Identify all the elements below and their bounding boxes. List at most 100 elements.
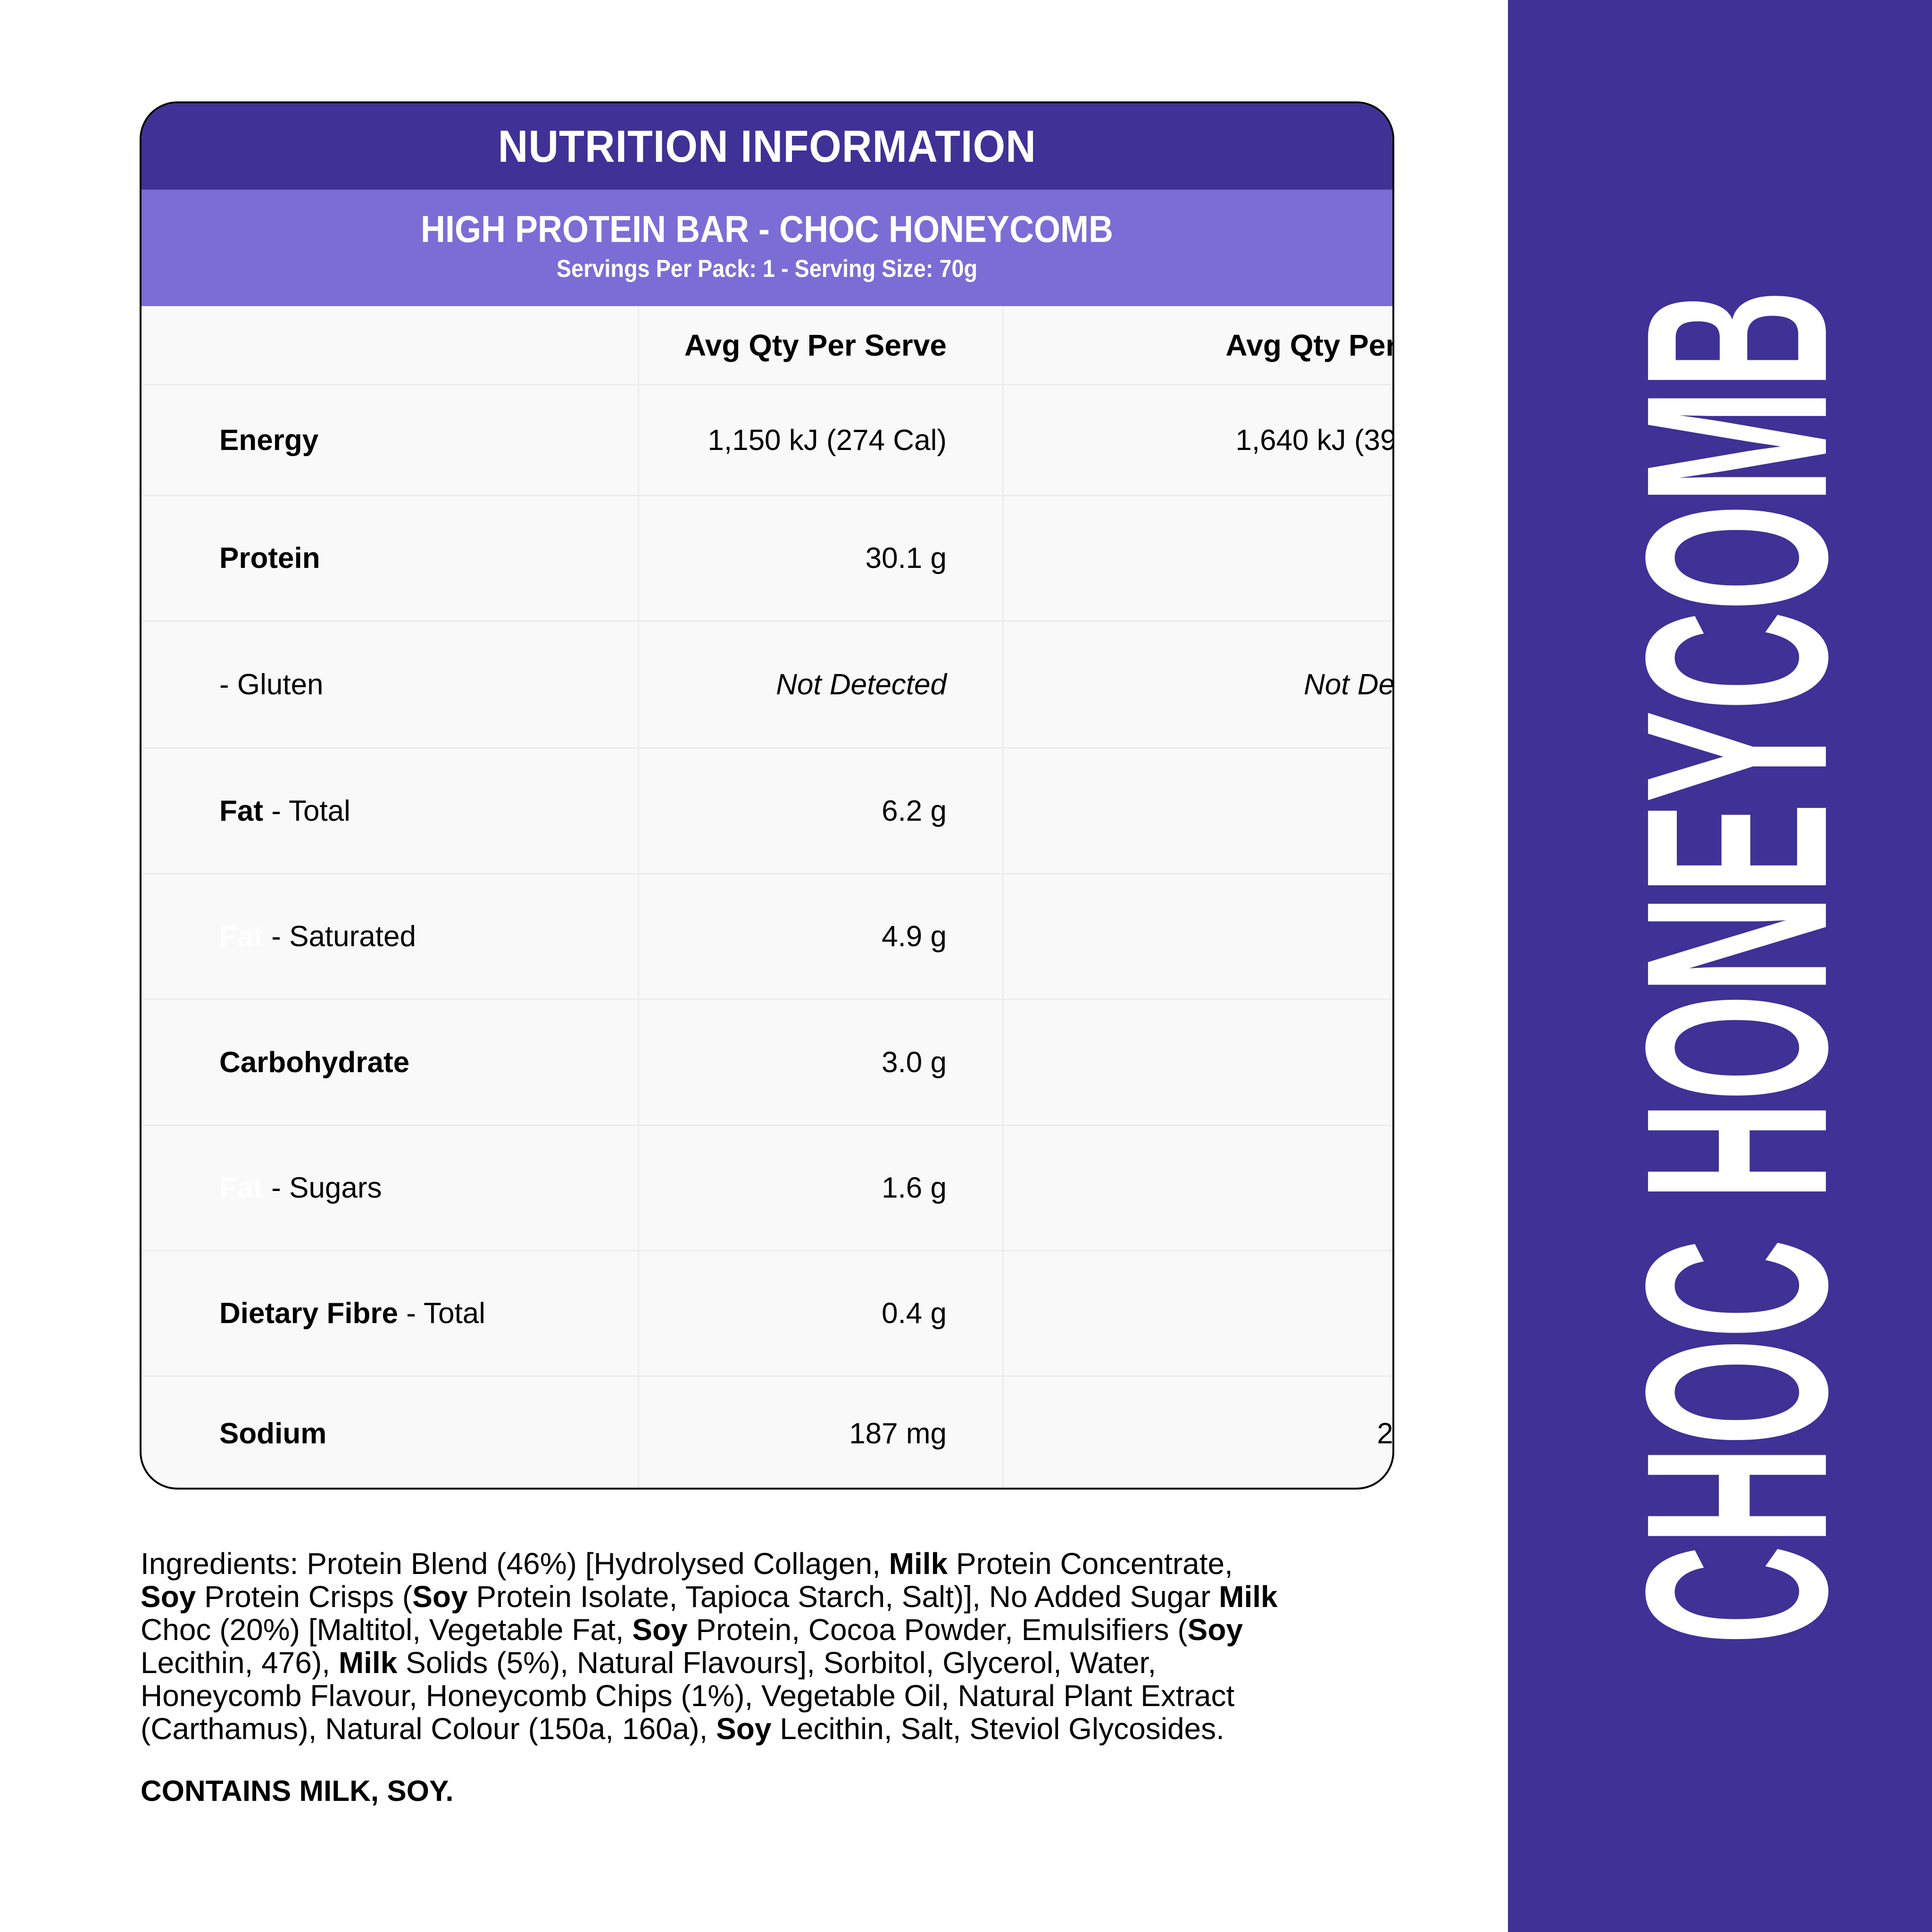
nutrient-name-suffix: - Gluten <box>219 668 324 701</box>
value-per-serve: 30.1 g <box>638 496 947 620</box>
value-per-100g-text: 1,640 kJ (391 Cal) <box>1235 424 1392 457</box>
value-per-serve-text: 4.9 g <box>882 920 947 953</box>
ingredients-line: Honeycomb Flavour, Honeycomb Chips (1%),… <box>141 1679 1508 1712</box>
ingredients-text: Protein Isolate, Tapioca Starch, Salt)],… <box>467 1580 1219 1614</box>
allergen-highlight: Soy <box>412 1580 468 1614</box>
value-per-serve: 3.0 g <box>638 1000 947 1124</box>
value-per-serve: 1.6 g <box>638 1126 947 1250</box>
nutrient-name-bold: Sodium <box>219 1417 327 1450</box>
allergen-statement: CONTAINS MILK, SOY. <box>141 1775 454 1807</box>
serving-info: Servings Per Pack: 1 - Serving Size: 70g <box>556 255 978 283</box>
ingredients-line: Lecithin, 476), Milk Solids (5%), Natura… <box>141 1646 1508 1679</box>
ingredients-list: Ingredients: Protein Blend (46%) [Hydrol… <box>141 1547 1508 1745</box>
allergen-highlight: Milk <box>889 1547 948 1581</box>
panel-header: NUTRITION INFORMATION <box>142 103 1392 190</box>
value-per-100g: 1,640 kJ (391 Cal) <box>1002 385 1392 495</box>
value-per-100g: 8.9 g <box>1002 749 1392 873</box>
nutrient-row: Fat - Sugars 1.6 g 2.3 g <box>142 1124 1392 1250</box>
nutrient-row: - Gluten Not Detected Not Detected <box>142 620 1392 747</box>
value-per-serve-text: 30.1 g <box>865 542 947 575</box>
ingredients-text: (Carthamus), Natural Colour (150a, 160a)… <box>141 1712 716 1746</box>
nutrient-name-suffix: - Sugars <box>263 1172 382 1204</box>
nutrient-name-bold: Dietary Fibre <box>219 1297 399 1330</box>
value-per-100g: 43.0 g <box>1002 496 1394 620</box>
value-per-100g: 7.0 g <box>1002 874 1392 999</box>
ingredients-line: Choc (20%) [Maltitol, Vegetable Fat, Soy… <box>141 1613 1508 1646</box>
nutrient-name: Energy <box>219 385 691 495</box>
value-per-100g: 4.3 g <box>1002 1000 1392 1124</box>
side-banner: CHOC HONEYCOMB <box>1508 0 1932 1932</box>
product-band: HIGH PROTEIN BAR - CHOC HONEYCOMB Servin… <box>142 190 1392 306</box>
allergen-highlight: Soy <box>716 1712 772 1746</box>
nutrient-name: Fat - Total <box>219 749 691 873</box>
nutrient-row: Energy 1,150 kJ (274 Cal) 1,640 kJ (391 Ca… <box>142 384 1392 495</box>
nutrient-row: Protein 30.1 g 43.0 g <box>142 495 1392 620</box>
value-per-100g: 2.3 g <box>1002 1126 1392 1250</box>
ingredients-text: Lecithin, 476), <box>141 1646 339 1680</box>
ingredients-text: Protein Concentrate, <box>948 1547 1233 1581</box>
value-per-serve-text: 187 mg <box>849 1417 947 1450</box>
value-per-serve: 4.9 g <box>638 874 947 999</box>
nutrient-row: Carbohydrate 3.0 g 4.3 g <box>142 999 1392 1124</box>
value-per-serve-text: 3.0 g <box>882 1046 947 1079</box>
allergen-highlight: Soy <box>1187 1613 1243 1647</box>
ingredients-text: Lecithin, Salt, Steviol Glycosides. <box>771 1712 1224 1746</box>
panel-title: NUTRITION INFORMATION <box>498 121 1036 172</box>
allergen-highlight: Milk <box>1219 1580 1278 1614</box>
value-per-100g-text: Not Detected <box>1304 668 1394 701</box>
value-per-100g-text: 43.0 g <box>1393 541 1394 575</box>
nutrient-name-spacer: Fat <box>219 1172 263 1204</box>
nutrient-row: Fat - Saturated 4.9 g 7.0 g <box>142 873 1392 999</box>
column-header-per-100g-label: Avg Qty Per 100g <box>1225 328 1394 362</box>
nutrient-name-suffix: - Total <box>398 1297 485 1330</box>
nutrient-name-spacer: Fat <box>219 920 263 953</box>
value-per-serve-text: 1,150 kJ (274 Cal) <box>708 424 947 457</box>
nutrient-name: - Gluten <box>219 622 691 747</box>
product-name: HIGH PROTEIN BAR - CHOC HONEYCOMB <box>420 208 1114 250</box>
ingredients-text: Honeycomb Flavour, Honeycomb Chips (1%),… <box>141 1679 1235 1713</box>
nutrient-name: Sodium <box>219 1377 691 1488</box>
value-per-serve: 1,150 kJ (274 Cal) <box>638 385 947 495</box>
ingredients-line: Ingredients: Protein Blend (46%) [Hydrol… <box>141 1547 1508 1580</box>
value-per-100g: 0.6 g <box>1002 1251 1392 1375</box>
value-per-serve: Not Detected <box>638 622 947 747</box>
value-per-100g: 267 mg <box>1002 1377 1393 1488</box>
value-per-serve-text: Not Detected <box>776 668 947 701</box>
side-banner-text: CHOC HONEYCOMB <box>1592 290 1881 1645</box>
ingredients-line: (Carthamus), Natural Colour (150a, 160a)… <box>141 1712 1508 1745</box>
value-per-100g: Not Detected <box>1002 622 1394 747</box>
allergen-highlight: Milk <box>338 1646 398 1680</box>
ingredients-line: Soy Protein Crisps (Soy Protein Isolate,… <box>141 1580 1508 1613</box>
nutrition-panel: NUTRITION INFORMATION HIGH PROTEIN BAR -… <box>140 101 1394 1490</box>
side-banner-graphic: CHOC HONEYCOMB <box>1592 290 1881 1645</box>
column-header-per-100g: Avg Qty Per 100g <box>1002 306 1394 384</box>
value-per-serve: 0.4 g <box>638 1251 947 1375</box>
value-per-serve-text: 0.4 g <box>882 1297 947 1330</box>
ingredients-text: Ingredients: Protein Blend (46%) [Hydrol… <box>141 1547 889 1581</box>
value-per-serve: 187 mg <box>638 1377 947 1488</box>
nutrient-name-bold: Energy <box>219 424 319 457</box>
allergen-highlight: Soy <box>632 1613 688 1647</box>
value-per-100g-text: 267 mg <box>1377 1417 1393 1450</box>
column-header-nutrient <box>219 306 691 384</box>
ingredients-text: Solids (5%), Natural Flavours], Sorbitol… <box>397 1646 1157 1680</box>
column-header-per-serve: Avg Qty Per Serve <box>638 306 947 384</box>
ingredients-text: Protein, Cocoa Powder, Emulsifiers ( <box>687 1613 1188 1647</box>
nutrient-row: Sodium 187 mg 267 mg <box>142 1375 1393 1488</box>
nutrient-name: Carbohydrate <box>219 1000 691 1124</box>
nutrient-name-suffix: - Total <box>263 794 350 827</box>
nutrient-name: Protein <box>219 496 691 620</box>
nutrient-name-bold: Carbohydrate <box>219 1046 410 1079</box>
nutrient-name: Fat - Sugars <box>219 1126 691 1250</box>
ingredients-text: Choc (20%) [Maltitol, Vegetable Fat, <box>141 1613 633 1647</box>
nutrient-name: Dietary Fibre - Total <box>219 1251 691 1375</box>
nutrient-name: Fat - Saturated <box>219 874 691 999</box>
nutrient-name-bold: Fat <box>219 794 263 827</box>
nutrient-row: Fat - Total 6.2 g 8.9 g <box>142 747 1392 873</box>
nutrient-row: Dietary Fibre - Total 0.4 g 0.6 g <box>142 1250 1392 1375</box>
value-per-serve: 6.2 g <box>638 749 947 873</box>
ingredients-text: Protein Crisps ( <box>196 1580 413 1614</box>
value-per-serve-text: 1.6 g <box>882 1172 947 1204</box>
allergen-highlight: Soy <box>141 1580 196 1614</box>
nutrient-name-bold: Protein <box>219 542 320 575</box>
